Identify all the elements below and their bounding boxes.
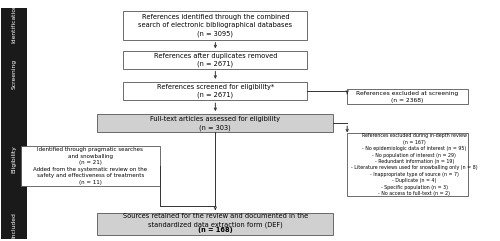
Bar — [0, 39, 26, 108]
Text: References screened for eligibility*
(n = 2671): References screened for eligibility* (n … — [156, 84, 274, 98]
Text: Full-text articles assessed for eligibility
(n = 303): Full-text articles assessed for eligibil… — [150, 116, 280, 131]
FancyBboxPatch shape — [98, 213, 334, 235]
FancyBboxPatch shape — [124, 51, 308, 68]
Text: References after duplicates removed
(n = 2671): References after duplicates removed (n =… — [154, 53, 277, 67]
FancyBboxPatch shape — [347, 133, 468, 196]
Text: Sources retained for the review and documented in the
standardized data extracti: Sources retained for the review and docu… — [122, 213, 308, 228]
Text: References excluded during in-depth review
(n = 167)
- No epidemiologic data of : References excluded during in-depth revi… — [351, 134, 478, 196]
Bar — [0, 108, 26, 211]
FancyBboxPatch shape — [98, 114, 334, 133]
Text: References excluded at screening
(n = 2368): References excluded at screening (n = 23… — [356, 91, 458, 103]
Bar — [0, 8, 26, 39]
Text: (n = 168): (n = 168) — [198, 227, 232, 233]
FancyBboxPatch shape — [347, 89, 468, 104]
FancyBboxPatch shape — [124, 11, 308, 40]
FancyBboxPatch shape — [124, 82, 308, 100]
Text: References identified through the combined
search of electronic bibliographical : References identified through the combin… — [138, 14, 292, 37]
Text: Included: Included — [11, 212, 16, 238]
FancyBboxPatch shape — [20, 146, 160, 186]
Text: Screening: Screening — [11, 59, 16, 89]
Text: Identified through pragmatic searches
and snowballing
(n = 21)
Added from the sy: Identified through pragmatic searches an… — [34, 147, 148, 185]
Text: Identification: Identification — [11, 4, 16, 43]
Bar — [0, 211, 26, 239]
Text: Eligibility: Eligibility — [11, 146, 16, 174]
